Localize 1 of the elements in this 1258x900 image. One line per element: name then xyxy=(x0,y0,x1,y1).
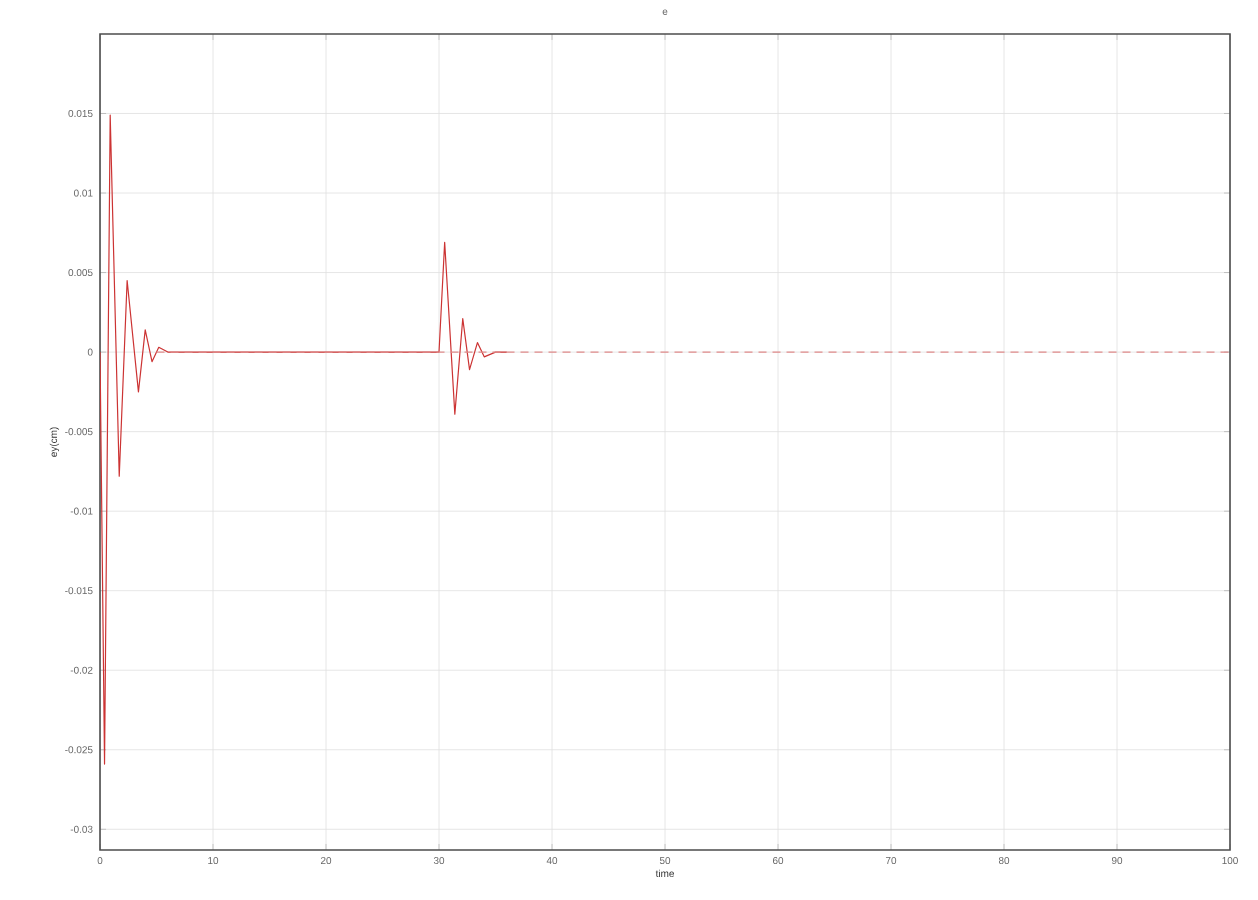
line-series xyxy=(100,114,508,765)
